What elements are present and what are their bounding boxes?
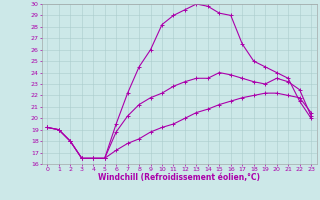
X-axis label: Windchill (Refroidissement éolien,°C): Windchill (Refroidissement éolien,°C)	[98, 173, 260, 182]
